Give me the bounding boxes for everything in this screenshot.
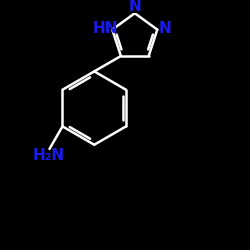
- Text: N: N: [158, 21, 171, 36]
- Text: N: N: [128, 0, 141, 14]
- Text: H₂N: H₂N: [32, 148, 64, 163]
- Text: HN: HN: [92, 21, 118, 36]
